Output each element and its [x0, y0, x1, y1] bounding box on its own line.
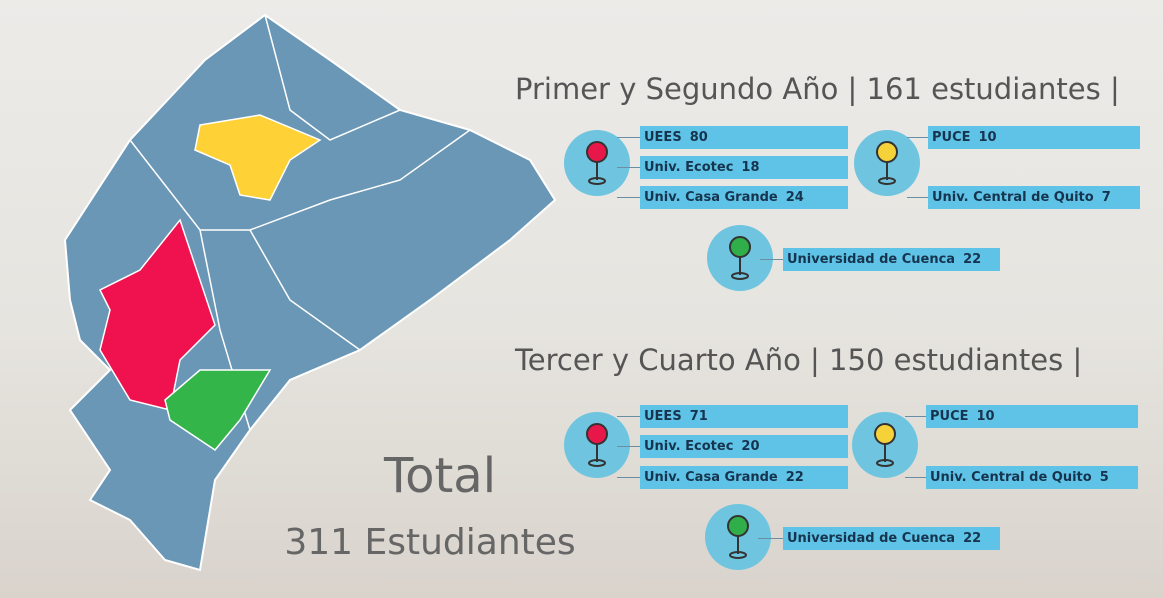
- university-name: PUCE: [930, 409, 969, 424]
- student-count: 10: [979, 130, 997, 145]
- university-bar: Univ. Central de Quito 5: [926, 466, 1138, 489]
- connector: [758, 538, 783, 539]
- university-bar: Universidad de Cuenca 22: [783, 527, 1000, 550]
- university-name: Univ. Casa Grande: [644, 470, 778, 485]
- pin-circle: [854, 130, 920, 196]
- connector: [617, 137, 640, 138]
- university-name: UEES: [644, 130, 682, 145]
- student-count: 20: [741, 439, 759, 454]
- section-title: Tercer y Cuarto Año | 150 estudiantes |: [515, 343, 1155, 377]
- infographic: Total 311 Estudiantes Primer y Segundo A…: [0, 0, 1163, 598]
- pin-circle: [707, 225, 773, 291]
- student-count: 18: [741, 160, 759, 175]
- university-bar: Univ. Ecotec 18: [640, 156, 848, 179]
- university-name: Universidad de Cuenca: [787, 252, 955, 267]
- student-count: 7: [1102, 190, 1111, 205]
- total-subtitle: 311 Estudiantes: [260, 522, 600, 563]
- university-name: Univ. Central de Quito: [930, 470, 1092, 485]
- pin-icon: [564, 130, 630, 196]
- student-count: 80: [690, 130, 708, 145]
- section-title: Primer y Segundo Año | 161 estudiantes |: [515, 72, 1155, 106]
- ecuador-map: [0, 0, 600, 598]
- university-name: Univ. Casa Grande: [644, 190, 778, 205]
- pin-circle: [705, 504, 771, 570]
- pin-icon: [854, 130, 920, 196]
- connector: [617, 416, 640, 417]
- university-name: Univ. Ecotec: [644, 439, 733, 454]
- connector: [907, 137, 928, 138]
- pin-icon: [852, 412, 918, 478]
- student-count: 22: [963, 531, 981, 546]
- university-name: UEES: [644, 409, 682, 424]
- university-bar: Univ. Ecotec 20: [640, 435, 848, 458]
- pin-icon: [707, 225, 773, 291]
- connector: [905, 477, 926, 478]
- pin-icon: [564, 412, 630, 478]
- pin-circle: [852, 412, 918, 478]
- connector: [905, 416, 926, 417]
- pin-icon: [705, 504, 771, 570]
- university-bar: PUCE 10: [926, 405, 1138, 428]
- university-bar: Universidad de Cuenca 22: [783, 248, 1000, 271]
- student-count: 5: [1100, 470, 1109, 485]
- university-name: PUCE: [932, 130, 971, 145]
- university-bar: PUCE 10: [928, 126, 1140, 149]
- student-count: 22: [786, 470, 804, 485]
- student-count: 24: [786, 190, 804, 205]
- university-name: Univ. Ecotec: [644, 160, 733, 175]
- university-bar: Univ. Casa Grande 22: [640, 466, 848, 489]
- student-count: 10: [977, 409, 995, 424]
- pin-circle: [564, 412, 630, 478]
- university-name: Universidad de Cuenca: [787, 531, 955, 546]
- connector: [617, 167, 640, 168]
- student-count: 22: [963, 252, 981, 267]
- connector: [617, 197, 640, 198]
- university-bar: UEES 80: [640, 126, 848, 149]
- connector: [907, 197, 928, 198]
- university-bar: Univ. Casa Grande 24: [640, 186, 848, 209]
- pin-circle: [564, 130, 630, 196]
- university-name: Univ. Central de Quito: [932, 190, 1094, 205]
- connector: [760, 259, 783, 260]
- connector: [617, 446, 640, 447]
- university-bar: Univ. Central de Quito 7: [928, 186, 1140, 209]
- university-bar: UEES 71: [640, 405, 848, 428]
- student-count: 71: [690, 409, 708, 424]
- connector: [617, 477, 640, 478]
- total-title: Total: [330, 448, 550, 504]
